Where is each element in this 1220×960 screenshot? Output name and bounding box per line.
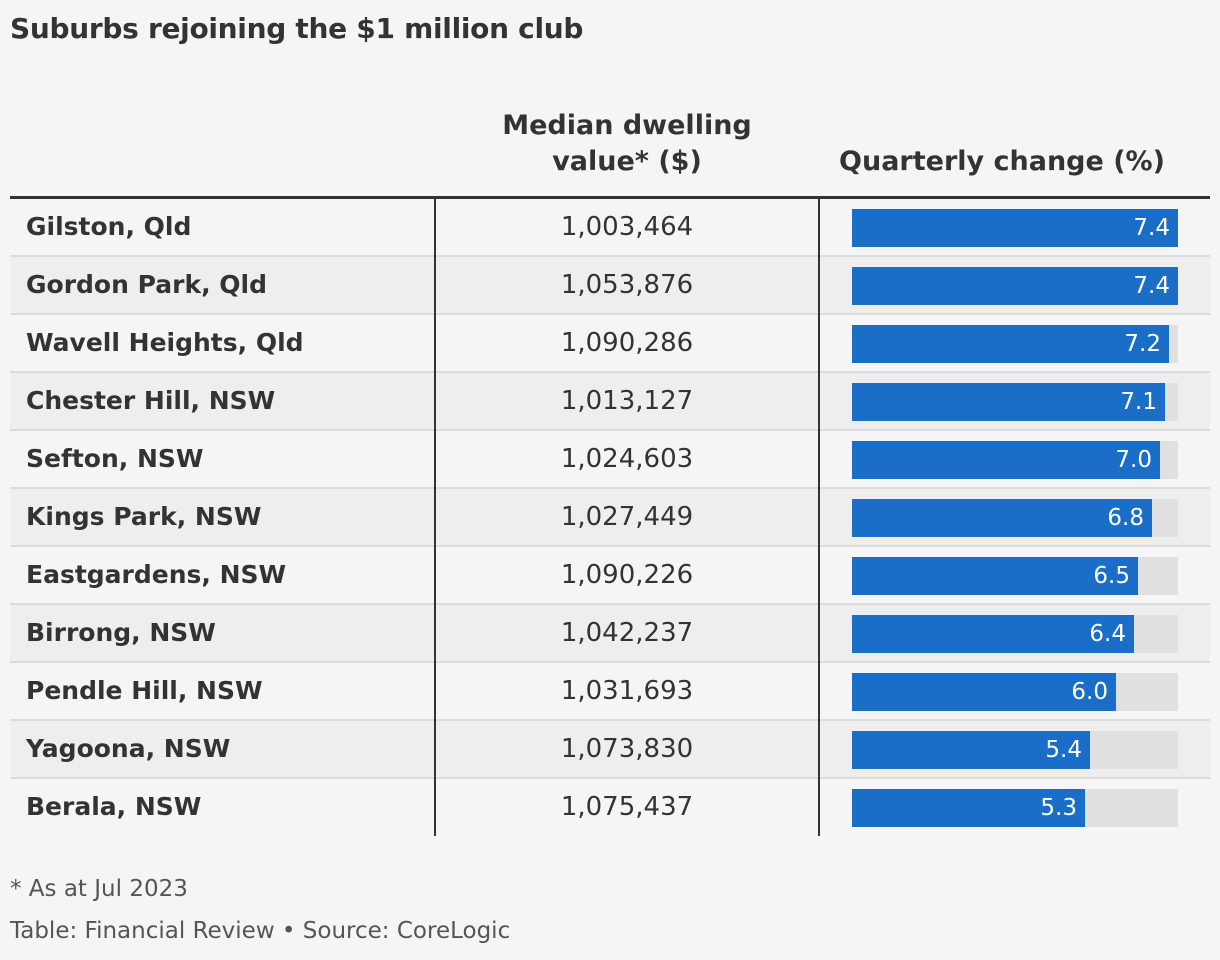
change-bar-track: 6.8 xyxy=(852,499,1178,537)
data-table: Gilston, Qld 1,003,464 7.4 Gordon Park, Qld… xyxy=(10,199,1210,837)
column-divider-2 xyxy=(818,199,820,836)
suburb-name: Gordon Park, Qld xyxy=(26,270,267,299)
change-value-label: 7.2 xyxy=(1124,331,1161,357)
median-value: 1,090,286 xyxy=(560,328,694,358)
change-bar-track: 5.3 xyxy=(852,789,1178,827)
median-value: 1,013,127 xyxy=(560,386,694,416)
change-bar: 6.8 xyxy=(852,499,1152,537)
suburb-name: Sefton, NSW xyxy=(26,444,204,473)
change-bar: 6.5 xyxy=(852,557,1138,595)
table-row: Wavell Heights, Qld 1,090,286 7.2 xyxy=(10,315,1210,373)
change-value-label: 7.4 xyxy=(1133,273,1170,299)
change-bar-track: 7.4 xyxy=(852,267,1178,305)
table-row: Birrong, NSW 1,042,237 6.4 xyxy=(10,605,1210,663)
change-bar-track: 6.0 xyxy=(852,673,1178,711)
table-row: Sefton, NSW 1,024,603 7.0 xyxy=(10,431,1210,489)
change-value-label: 6.5 xyxy=(1093,563,1130,589)
change-bar-track: 7.2 xyxy=(852,325,1178,363)
change-value-label: 7.4 xyxy=(1133,215,1170,241)
median-value: 1,053,876 xyxy=(560,270,694,300)
column-header-median-value: Median dwelling value* ($) xyxy=(436,108,818,180)
chart-title: Suburbs rejoining the $1 million club xyxy=(10,12,584,45)
median-value: 1,031,693 xyxy=(560,676,694,706)
change-value-label: 6.4 xyxy=(1089,621,1126,647)
suburb-name: Birrong, NSW xyxy=(26,618,216,647)
median-value: 1,042,237 xyxy=(560,618,694,648)
footnote: * As at Jul 2023 xyxy=(10,876,188,902)
column-header-quarterly-change: Quarterly change (%) xyxy=(839,146,1165,177)
change-bar: 5.4 xyxy=(852,731,1090,769)
median-value: 1,027,449 xyxy=(560,502,694,532)
suburb-name: Gilston, Qld xyxy=(26,212,192,241)
header-rule xyxy=(10,196,1210,199)
change-bar: 7.4 xyxy=(852,209,1178,247)
table-row: Berala, NSW 1,075,437 5.3 xyxy=(10,779,1210,837)
suburb-name: Berala, NSW xyxy=(26,792,202,821)
median-value: 1,003,464 xyxy=(560,212,694,242)
column-header-median-value-line2: value* ($) xyxy=(552,146,702,177)
change-value-label: 5.4 xyxy=(1045,737,1082,763)
column-divider-1 xyxy=(434,199,436,836)
table-row: Kings Park, NSW 1,027,449 6.8 xyxy=(10,489,1210,547)
table-row: Gordon Park, Qld 1,053,876 7.4 xyxy=(10,257,1210,315)
change-bar: 7.0 xyxy=(852,441,1160,479)
median-value: 1,024,603 xyxy=(560,444,694,474)
table-row: Chester Hill, NSW 1,013,127 7.1 xyxy=(10,373,1210,431)
column-header-median-value-line1: Median dwelling xyxy=(502,110,752,141)
change-bar: 6.0 xyxy=(852,673,1116,711)
suburb-name: Eastgardens, NSW xyxy=(26,560,287,589)
change-bar: 6.4 xyxy=(852,615,1134,653)
suburb-name: Chester Hill, NSW xyxy=(26,386,276,415)
table-row: Gilston, Qld 1,003,464 7.4 xyxy=(10,199,1210,257)
table-row: Pendle Hill, NSW 1,031,693 6.0 xyxy=(10,663,1210,721)
change-value-label: 7.1 xyxy=(1120,389,1157,415)
change-value-label: 7.0 xyxy=(1115,447,1152,473)
table-row: Yagoona, NSW 1,073,830 5.4 xyxy=(10,721,1210,779)
change-bar-track: 5.4 xyxy=(852,731,1178,769)
change-bar-track: 6.4 xyxy=(852,615,1178,653)
change-bar: 5.3 xyxy=(852,789,1085,827)
change-value-label: 5.3 xyxy=(1040,795,1077,821)
change-bar-track: 7.0 xyxy=(852,441,1178,479)
median-value: 1,090,226 xyxy=(560,560,694,590)
source-note: Table: Financial Review • Source: CoreLo… xyxy=(10,918,511,944)
suburb-name: Yagoona, NSW xyxy=(26,734,231,763)
suburb-name: Wavell Heights, Qld xyxy=(26,328,304,357)
change-bar-track: 7.4 xyxy=(852,209,1178,247)
suburb-name: Pendle Hill, NSW xyxy=(26,676,263,705)
change-bar: 7.4 xyxy=(852,267,1178,305)
median-value: 1,075,437 xyxy=(560,792,694,822)
change-bar-track: 6.5 xyxy=(852,557,1178,595)
change-bar: 7.1 xyxy=(852,383,1165,421)
change-bar-track: 7.1 xyxy=(852,383,1178,421)
suburb-name: Kings Park, NSW xyxy=(26,502,262,531)
change-bar: 7.2 xyxy=(852,325,1169,363)
table-row: Eastgardens, NSW 1,090,226 6.5 xyxy=(10,547,1210,605)
change-value-label: 6.0 xyxy=(1071,679,1108,705)
change-value-label: 6.8 xyxy=(1107,505,1144,531)
median-value: 1,073,830 xyxy=(560,734,694,764)
